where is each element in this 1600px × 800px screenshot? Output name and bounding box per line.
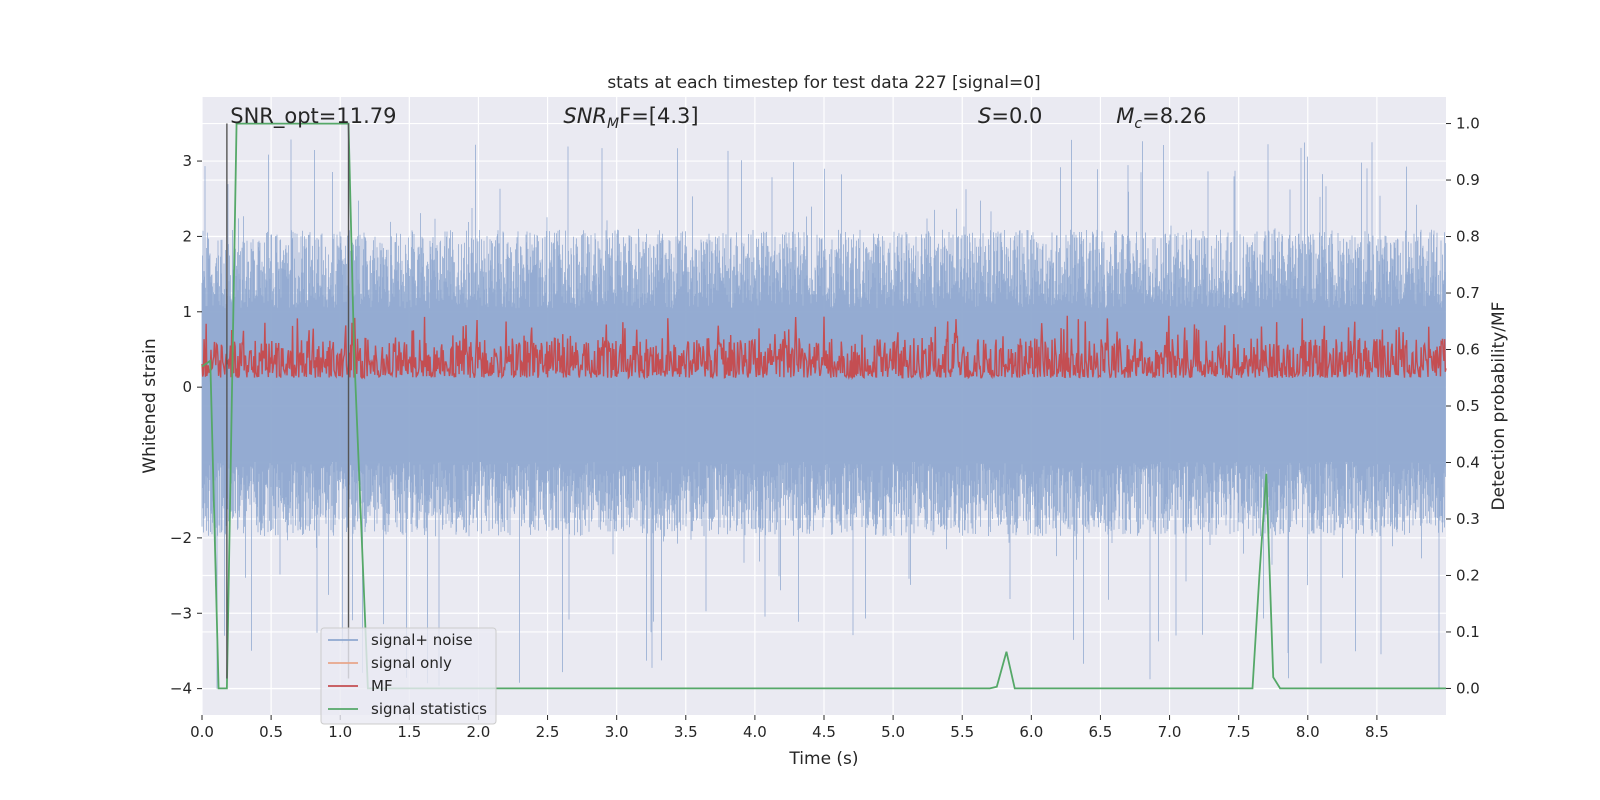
x-tick-label: 6.5 [1089,723,1113,741]
x-axis-ticks: 0.0 0.5 1.0 1.5 2.0 2.5 3.0 3.5 4.0 4.5 5.0 5.5 6.0 6… [190,715,1389,741]
annotation-snr-opt: SNR_opt=11.79 [230,104,396,129]
annotation-mc-main: M [1116,104,1134,128]
y-right-tick-label: 0.0 [1456,679,1480,697]
y-tick-label: −3 [170,604,192,622]
marker-lines [226,123,350,679]
x-tick-label: 3.5 [674,723,698,741]
y-tick-label: −2 [170,529,192,547]
x-tick-label: 1.5 [397,723,421,741]
mf-line [201,315,1447,381]
y-right-tick-label: 0.9 [1456,171,1480,189]
y-right-axis-label: Detection probability/MF [1489,302,1509,511]
x-axis-label: Time (s) [788,749,858,769]
x-tick-label: 7.5 [1227,723,1251,741]
x-tick-label: 2.5 [536,723,560,741]
annotation-snr-mf-rest: F=[4.3] [619,104,698,128]
annotation-snr-mf-sub: M [607,116,619,132]
y-right-tick-label: 0.4 [1456,453,1480,471]
y-tick-label: 1 [182,303,192,321]
x-tick-label: 0.5 [259,723,283,741]
y-tick-label: 2 [182,227,192,245]
y-right-tick-label: 0.2 [1456,566,1480,584]
y-right-axis-ticks: 1.0 0.9 0.8 0.7 0.6 0.5 0.4 0.3 0.2 0.1 0.0 [1446,115,1480,697]
y-right-tick-label: 0.5 [1456,397,1480,415]
y-right-tick-label: 0.7 [1456,284,1480,302]
y-axis-label: Whitened strain [140,338,160,473]
y-right-tick-label: 0.6 [1456,341,1480,359]
annotation-s-main: S [978,104,991,128]
x-tick-label: 0.0 [190,723,214,741]
y-right-tick-label: 1.0 [1456,115,1480,133]
x-tick-label: 4.0 [743,723,767,741]
annotation-s-rest: =0.0 [991,104,1042,128]
mf-series [201,315,1447,381]
x-tick-label: 3.0 [605,723,629,741]
annotation-snr-mf-main: SNR [563,104,607,128]
signal-statistics-series [201,122,1446,690]
legend-box [320,627,497,725]
annotation-mc: Mc=8.26 [1116,104,1206,132]
x-tick-label: 8.5 [1365,723,1389,741]
legend-label: signal+ noise [371,631,473,649]
x-tick-label: 7.0 [1158,723,1182,741]
y-tick-label: 3 [182,152,192,170]
y-axis-ticks: 3 2 1 0 −2 −3 −4 [170,152,202,698]
y-right-tick-label: 0.8 [1456,228,1480,246]
annotation-mc-rest: =8.26 [1142,104,1206,128]
x-tick-label: 4.5 [812,723,836,741]
legend-label: MF [371,677,393,695]
signal-statistics-line [201,122,1446,690]
annotation-mc-sub: c [1134,116,1142,132]
x-tick-label: 2.0 [467,723,491,741]
x-tick-label: 6.0 [1019,723,1043,741]
x-tick-label: 1.0 [328,723,352,741]
y-right-tick-label: 0.1 [1456,623,1480,641]
chart-title: stats at each timestep for test data 227… [607,73,1040,93]
legend-label: signal statistics [371,700,487,718]
x-tick-label: 5.5 [950,723,974,741]
y-tick-label: −4 [170,680,192,698]
annotations: SNR_opt=11.79 SNRMF=[4.3] S=0.0 Mc=8.26 [230,104,1206,132]
annotation-s: S=0.0 [978,104,1042,128]
annotation-snr-mf: SNRMF=[4.3] [563,104,698,132]
legend-label: signal only [371,654,452,672]
x-tick-label: 8.0 [1296,723,1320,741]
y-right-tick-label: 0.3 [1456,510,1480,528]
y-tick-label: 0 [182,378,192,396]
legend: signal+ noise signal only MF signal statist… [320,627,497,725]
x-tick-label: 5.0 [881,723,905,741]
